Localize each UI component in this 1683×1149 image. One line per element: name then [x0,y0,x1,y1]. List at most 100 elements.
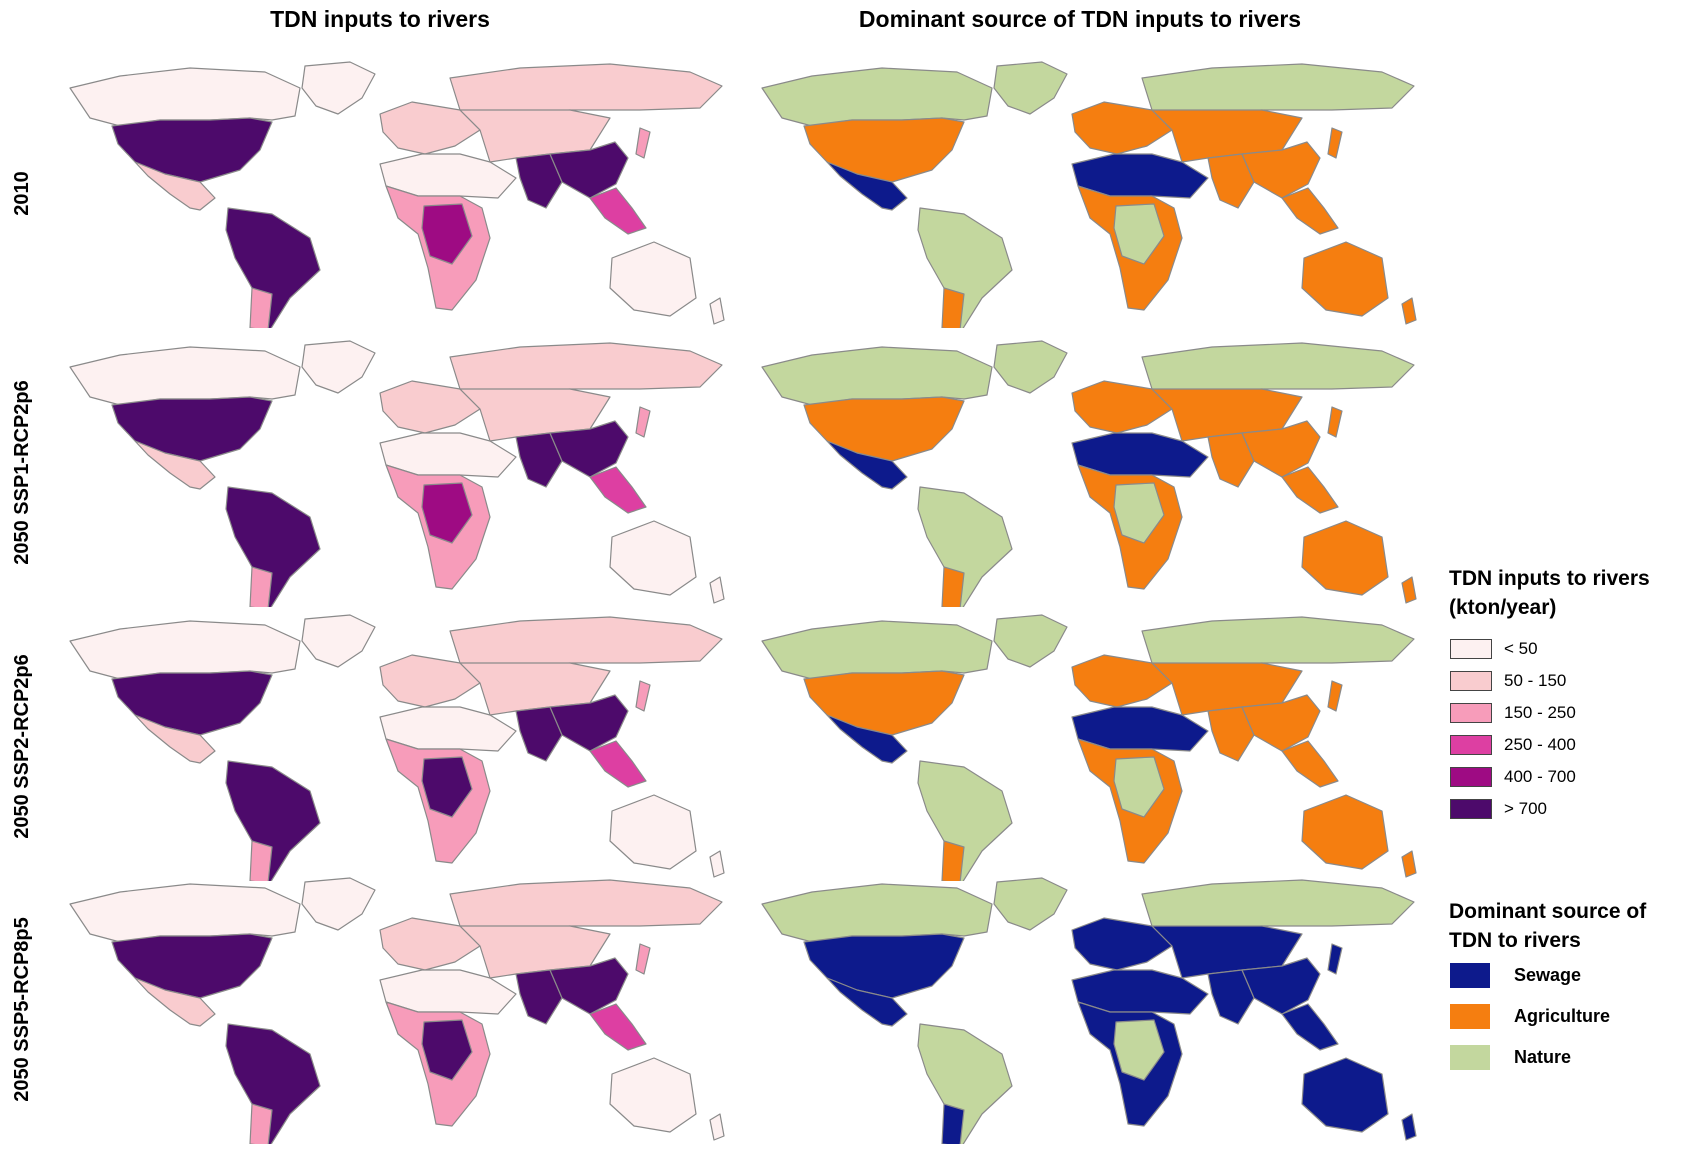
region-north-asia [449,879,723,931]
region-central-africa [1113,1019,1165,1081]
region-japan [1327,943,1343,975]
region-north-america [111,117,273,183]
region-central-africa [1113,482,1165,544]
legend-label: 400 - 700 [1504,767,1576,786]
region-canada [69,346,301,406]
region-south-america [225,207,321,328]
region-australia [609,794,697,870]
region-north-asia [449,63,723,115]
legend-tdn-item: 250 - 400 [1450,735,1576,755]
legend-tdn-title-line1: TDN inputs to rivers [1449,567,1650,590]
tdn-map-3 [69,877,725,1144]
region-north-america [803,933,965,999]
legend-tdn-title-line2: (kton/year) [1449,596,1557,619]
region-japan [635,406,651,438]
row-label-text: 2050 SSP5-RCP8p5 [10,916,33,1102]
region-east-asia [549,141,629,199]
region-north-asia [1141,63,1415,115]
legend-source-item: Nature [1450,1045,1571,1070]
row-label: 2010 [2,58,42,328]
legend-source-item: Sewage [1450,963,1581,988]
region-canada [69,620,301,680]
row-label-text: 2050 SSP1-RCP2p6 [10,379,33,565]
legend-swatch [1450,1045,1490,1070]
region-north-america [111,670,273,736]
region-central-africa [1113,756,1165,818]
region-south-america-south [941,1103,965,1144]
region-north-america [111,396,273,462]
region-north-america [803,396,965,462]
legend-tdn-item: 50 - 150 [1450,671,1566,691]
row-label: 2050 SSP1-RCP2p6 [2,337,42,607]
legend-swatch [1450,767,1492,787]
region-nz [1401,576,1417,604]
region-north-asia [1141,342,1415,394]
legend-label: Agriculture [1514,1006,1611,1026]
region-central-africa [421,1019,473,1081]
region-mexico [134,440,216,490]
region-se-asia [589,1003,647,1051]
region-east-asia [1241,957,1321,1015]
region-central-africa [421,482,473,544]
legend-label: < 50 [1504,639,1538,658]
region-south-america-south [941,840,965,881]
region-central-africa [1113,203,1165,265]
region-australia [1301,241,1389,317]
region-greenland [301,61,376,115]
legend-swatch [1450,671,1492,691]
region-japan [635,680,651,712]
region-east-asia [549,957,629,1015]
region-canada [761,67,993,127]
region-east-asia [1241,420,1321,478]
tdn-map-panel [50,611,730,881]
region-mexico [134,714,216,764]
region-nz [1401,1113,1417,1141]
region-mexico [826,714,908,764]
source-map-1 [761,340,1417,607]
tdn-map-1 [69,340,725,607]
region-south-america-south [941,566,965,607]
source-map-panel [742,611,1422,881]
region-se-asia [589,740,647,788]
region-europe [1071,654,1173,708]
region-nz [1401,850,1417,878]
region-greenland [301,614,376,668]
region-se-asia [1281,740,1339,788]
region-japan [1327,680,1343,712]
legend-tdn-title: TDN inputs to rivers (kton/year) [1449,564,1650,622]
source-map-2 [761,614,1417,881]
region-canada [761,620,993,680]
legend-label: > 700 [1504,799,1548,818]
legend-source-item: Agriculture [1450,1004,1610,1029]
region-north-asia [449,342,723,394]
legend-tdn-item: 400 - 700 [1450,767,1576,787]
region-europe [379,654,481,708]
row-label-text: 2050 SSP2-RCP2p6 [10,653,33,839]
tdn-map-panel [50,58,730,328]
region-greenland [301,340,376,394]
region-nz [709,576,725,604]
source-map-panel [742,337,1422,607]
region-canada [761,346,993,406]
region-japan [1327,127,1343,159]
region-south-america [225,760,321,881]
region-north-america [803,670,965,736]
region-se-asia [1281,466,1339,514]
legend-label: 150 - 250 [1504,703,1576,722]
region-south-america [225,486,321,607]
region-se-asia [589,466,647,514]
region-greenland [301,877,376,931]
region-australia [1301,1057,1389,1133]
source-map-panel [742,58,1422,328]
title-dominant-source: Dominant source of TDN inputs to rivers [858,6,1302,32]
region-east-asia [549,420,629,478]
region-canada [69,67,301,127]
source-map-panel [742,874,1422,1144]
legend-tdn-item: 150 - 250 [1450,703,1576,723]
region-australia [609,241,697,317]
legend-source-title-line1: Dominant source of [1449,900,1647,923]
region-mexico [826,977,908,1027]
row-label: 2050 SSP5-RCP8p5 [2,874,42,1144]
region-south-america [917,760,1013,881]
region-north-asia [1141,879,1415,931]
